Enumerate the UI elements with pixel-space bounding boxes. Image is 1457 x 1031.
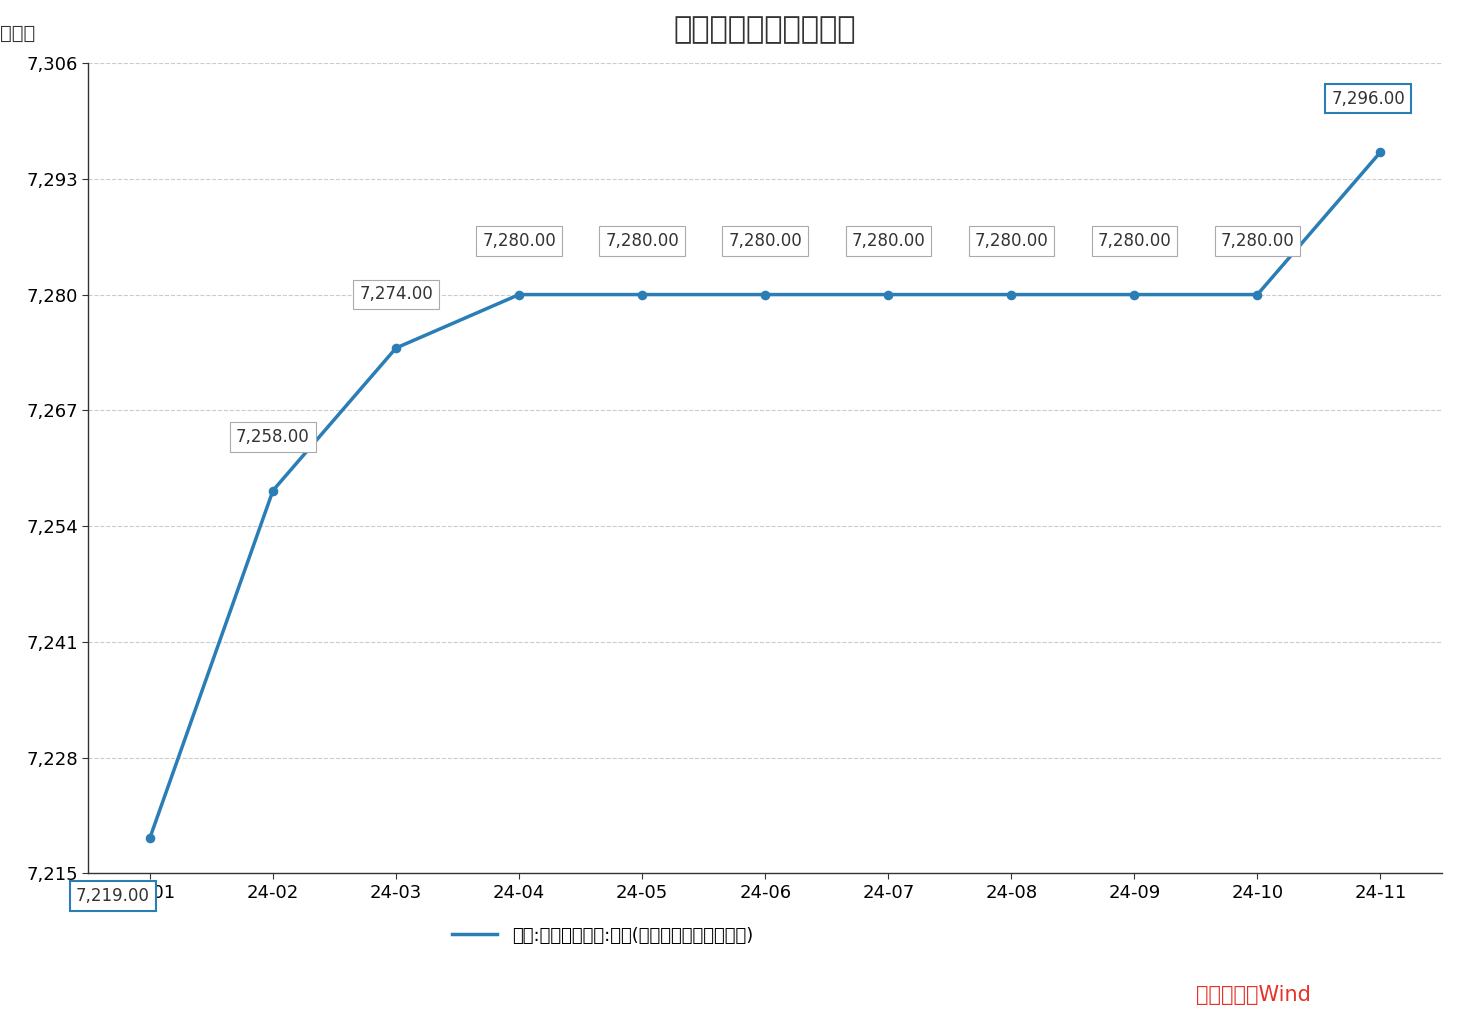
Point <box>138 830 162 846</box>
中国:官方储备资产:黄金(以盎司计算的纯金数量) <box>1249 289 1266 301</box>
Point <box>507 287 530 303</box>
Text: 7,280.00: 7,280.00 <box>851 232 925 251</box>
Line: 中国:官方储备资产:黄金(以盎司计算的纯金数量): 中国:官方储备资产:黄金(以盎司计算的纯金数量) <box>150 152 1380 838</box>
Legend: 中国:官方储备资产:黄金(以盎司计算的纯金数量): 中国:官方储备资产:黄金(以盎司计算的纯金数量) <box>452 927 753 945</box>
Point <box>631 287 654 303</box>
Point <box>1000 287 1023 303</box>
Title: 我国黄金储备变化情况: 我国黄金储备变化情况 <box>675 15 857 44</box>
Point <box>753 287 777 303</box>
中国:官方储备资产:黄金(以盎司计算的纯金数量) <box>1002 289 1020 301</box>
Text: 7,280.00: 7,280.00 <box>1221 232 1294 251</box>
Text: 7,280.00: 7,280.00 <box>1097 232 1171 251</box>
Point <box>385 340 408 357</box>
中国:官方储备资产:黄金(以盎司计算的纯金数量) <box>141 832 159 844</box>
Text: 7,280.00: 7,280.00 <box>728 232 801 251</box>
Text: 7,296.00: 7,296.00 <box>1332 90 1405 107</box>
Point <box>261 483 284 499</box>
Text: 7,258.00: 7,258.00 <box>236 428 310 446</box>
中国:官方储备资产:黄金(以盎司计算的纯金数量) <box>388 342 405 355</box>
Point <box>1246 287 1269 303</box>
Point <box>1123 287 1147 303</box>
Text: 万盎司: 万盎司 <box>0 24 35 42</box>
中国:官方储备资产:黄金(以盎司计算的纯金数量) <box>1371 145 1389 158</box>
中国:官方储备资产:黄金(以盎司计算的纯金数量) <box>510 289 527 301</box>
Text: 数据来源：Wind: 数据来源：Wind <box>1196 986 1311 1005</box>
Point <box>877 287 900 303</box>
中国:官方储备资产:黄金(以盎司计算的纯金数量) <box>264 485 281 497</box>
Point <box>1368 143 1391 160</box>
Text: 7,280.00: 7,280.00 <box>975 232 1048 251</box>
Text: 7,280.00: 7,280.00 <box>482 232 557 251</box>
中国:官方储备资产:黄金(以盎司计算的纯金数量) <box>880 289 898 301</box>
中国:官方储备资产:黄金(以盎司计算的纯金数量) <box>634 289 651 301</box>
中国:官方储备资产:黄金(以盎司计算的纯金数量) <box>1126 289 1144 301</box>
Text: 7,219.00: 7,219.00 <box>76 887 150 905</box>
Text: 7,274.00: 7,274.00 <box>360 286 433 303</box>
中国:官方储备资产:黄金(以盎司计算的纯金数量) <box>756 289 774 301</box>
Text: 7,280.00: 7,280.00 <box>605 232 679 251</box>
